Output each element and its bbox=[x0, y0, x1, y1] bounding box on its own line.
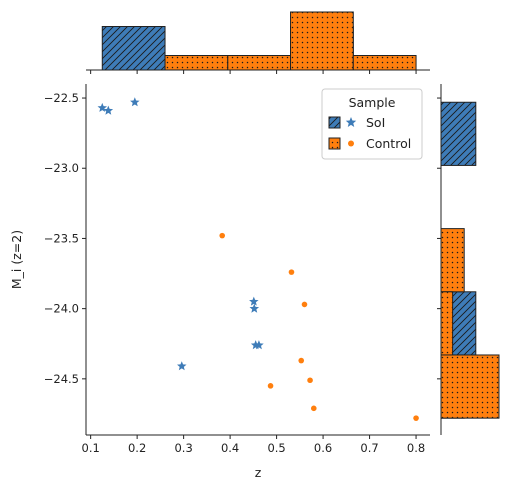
control-point bbox=[288, 269, 295, 275]
control-point bbox=[301, 301, 308, 308]
control-point bbox=[413, 415, 419, 421]
x-tick-label: 0.2 bbox=[128, 441, 146, 455]
x-tick-label: 0.6 bbox=[314, 441, 332, 455]
x-tick-label: 0.3 bbox=[174, 441, 192, 455]
marginal-x-histogram bbox=[86, 11, 430, 74]
legend-control-marker bbox=[348, 140, 354, 147]
soi-point bbox=[103, 105, 114, 115]
marginal-y-control-bar-outline bbox=[440, 228, 465, 293]
soi-point bbox=[177, 361, 187, 371]
control-point bbox=[310, 405, 317, 412]
control-point bbox=[307, 377, 313, 384]
marginal-x-control-bar-outline bbox=[290, 11, 354, 71]
legend: Sample SoI Control bbox=[321, 88, 423, 160]
legend-control-swatch-outline bbox=[328, 137, 341, 150]
legend-soi-marker bbox=[345, 117, 357, 127]
control-point bbox=[219, 232, 226, 239]
legend-soi-label: SoI bbox=[366, 115, 385, 130]
y-tick-label: −22.5 bbox=[44, 91, 79, 105]
x-tick-label: 0.5 bbox=[267, 441, 285, 455]
legend-soi-swatch-outline bbox=[328, 116, 341, 129]
x-tick-label: 0.8 bbox=[407, 441, 425, 455]
soi-point bbox=[97, 102, 108, 112]
x-axis-label: z bbox=[255, 465, 262, 480]
soi-point bbox=[254, 340, 264, 350]
x-tick-label: 0.1 bbox=[82, 441, 100, 455]
y-tick-label: −23.0 bbox=[44, 161, 79, 175]
marginal-x-control-bar-outline bbox=[227, 55, 292, 71]
legend-control-label: Control bbox=[366, 136, 411, 151]
soi-point bbox=[249, 296, 259, 306]
marginal-y-histogram bbox=[437, 84, 500, 435]
control-point bbox=[267, 383, 274, 389]
y-tick-label: −24.5 bbox=[44, 372, 79, 386]
marginal-y-control-bar-outline bbox=[440, 291, 454, 356]
marginal-y-control-bar-outline bbox=[440, 354, 500, 419]
legend-box bbox=[321, 88, 423, 160]
x-tick-label: 0.7 bbox=[360, 441, 378, 455]
marginal-x-control-bar-outline bbox=[164, 55, 229, 71]
y-axis-label: M_i (z=2) bbox=[9, 230, 24, 289]
control-point bbox=[298, 357, 305, 364]
soi-point bbox=[249, 303, 260, 313]
y-tick-label: −24.0 bbox=[44, 302, 79, 316]
y-tick-label: −23.5 bbox=[44, 231, 79, 245]
main-scatter-plot: 0.1 0.2 0.3 0.4 0.5 0.6 0.7 0.8 −22.5 −23.0 −23.5 −… bbox=[9, 84, 430, 480]
marginal-x-soi-bar-outline bbox=[101, 26, 166, 71]
marginal-x-control-bar-outline bbox=[352, 55, 417, 71]
legend-title: Sample bbox=[349, 95, 396, 110]
x-tick-label: 0.4 bbox=[221, 441, 239, 455]
marginal-y-soi-bar-outline bbox=[440, 101, 477, 166]
soi-point bbox=[130, 97, 140, 107]
